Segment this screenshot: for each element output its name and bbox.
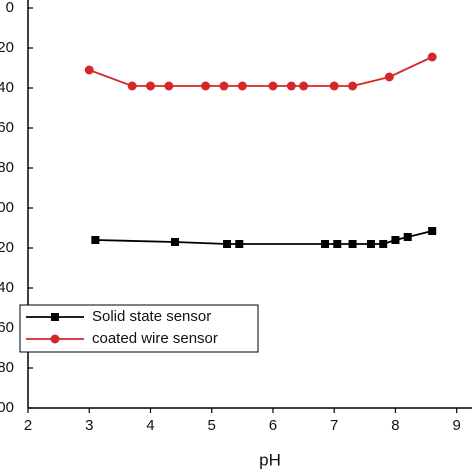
marker bbox=[201, 81, 211, 91]
y-tick-label: -20 bbox=[0, 39, 14, 56]
marker bbox=[403, 233, 412, 241]
series-line bbox=[88, 56, 433, 87]
marker bbox=[164, 81, 174, 91]
marker bbox=[84, 65, 94, 75]
marker bbox=[427, 52, 437, 62]
x-axis-label: pH bbox=[259, 450, 281, 469]
y-tick-label: 0 bbox=[6, 0, 14, 16]
marker bbox=[286, 81, 296, 91]
y-tick-label: -160 bbox=[0, 319, 14, 336]
marker bbox=[235, 240, 244, 248]
y-tick-label: -100 bbox=[0, 199, 14, 216]
legend-label: coated wire sensor bbox=[92, 330, 218, 347]
legend-label: Solid state sensor bbox=[92, 308, 211, 325]
y-tick-label: -80 bbox=[0, 159, 14, 176]
marker bbox=[219, 81, 229, 91]
marker bbox=[321, 240, 330, 248]
y-tick-label: -120 bbox=[0, 239, 14, 256]
marker bbox=[348, 240, 357, 248]
marker bbox=[329, 81, 339, 91]
x-tick-label: 3 bbox=[85, 417, 93, 434]
marker bbox=[391, 236, 400, 244]
marker bbox=[170, 238, 179, 246]
legend-marker bbox=[51, 313, 59, 321]
x-tick-label: 9 bbox=[453, 417, 461, 434]
legend-marker bbox=[50, 334, 60, 344]
marker bbox=[145, 81, 155, 91]
marker bbox=[223, 240, 232, 248]
marker bbox=[299, 81, 309, 91]
marker bbox=[366, 240, 375, 248]
x-tick-label: 2 bbox=[24, 417, 32, 434]
y-tick-label: -60 bbox=[0, 119, 14, 136]
marker bbox=[379, 240, 388, 248]
marker bbox=[384, 72, 394, 82]
y-tick-label: -180 bbox=[0, 359, 14, 376]
x-tick-label: 4 bbox=[146, 417, 154, 434]
marker bbox=[268, 81, 278, 91]
y-tick-label: -200 bbox=[0, 399, 14, 416]
marker bbox=[127, 81, 137, 91]
marker bbox=[237, 81, 247, 91]
marker bbox=[333, 240, 342, 248]
x-tick-label: 5 bbox=[208, 417, 216, 434]
y-tick-label: -40 bbox=[0, 79, 14, 96]
x-tick-label: 6 bbox=[269, 417, 277, 434]
x-tick-label: 7 bbox=[330, 417, 338, 434]
marker bbox=[91, 236, 100, 244]
y-tick-label: -140 bbox=[0, 279, 14, 296]
marker bbox=[428, 227, 437, 235]
marker bbox=[348, 81, 358, 91]
x-tick-label: 8 bbox=[391, 417, 399, 434]
legend-box bbox=[19, 304, 259, 353]
